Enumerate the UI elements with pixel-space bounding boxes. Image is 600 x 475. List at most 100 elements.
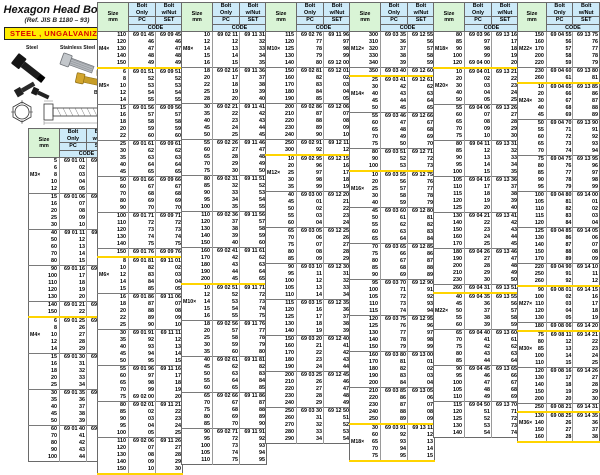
code-bolt-wnut-cell: 69 09 51 — [155, 67, 183, 76]
code-bolt-only-cell: 37 — [380, 46, 408, 53]
code-bolt-only-cell: 69 — [545, 112, 573, 120]
table-row: 125 20 40 — [434, 205, 519, 213]
size-cell: 70 — [98, 387, 129, 394]
size-cell: 10 — [349, 170, 381, 179]
size-cell: 105 — [433, 176, 465, 184]
table-row: 60 27 47 — [182, 147, 267, 154]
code-bolt-wnut-cell: 25 — [491, 97, 519, 105]
code-bolt-only-cell: 13 — [212, 46, 240, 53]
size-value: 10 — [288, 156, 294, 162]
size-cell: 35 — [29, 397, 60, 404]
code-bolt-only-cell: 36 — [380, 39, 408, 46]
code-bolt-only-cell: 07 — [464, 112, 492, 119]
size-value: 100 — [453, 169, 462, 175]
code-bolt-wnut-cell: 04 — [155, 279, 183, 286]
size-cell: 240 — [350, 409, 381, 416]
size-cell: 90 — [434, 155, 465, 162]
size-value: 14 — [204, 299, 210, 305]
size-cell: 105 — [434, 387, 465, 394]
size-cell: 125 — [266, 314, 297, 321]
stainless-label: Stainless Steel — [60, 45, 96, 51]
table-row: 130 77 97 — [350, 330, 435, 337]
size-value: 80 — [537, 339, 544, 345]
code-bolt-only-cell: 69 03 65 — [380, 243, 408, 251]
code-bolt-only-cell: 49 — [380, 134, 408, 141]
table-row: 50 69 04 70 69 13 90 — [517, 119, 600, 127]
size-value: 140 — [117, 241, 126, 247]
code-bolt-only-cell: 69 01 76 — [128, 248, 156, 257]
size-series-label: M36× — [519, 420, 533, 426]
table-row: 110 69 02 36 69 11 56 — [181, 211, 267, 219]
code-bolt-wnut-cell: 88 — [239, 407, 267, 414]
table-row: 150 69 04 55 69 13 75 — [518, 31, 600, 39]
table-row: 40 04 24 — [434, 90, 519, 97]
table-row: 110 14 34 — [266, 292, 351, 300]
size-value: 130 — [201, 226, 210, 232]
size-cell: 115 — [518, 213, 547, 220]
code-bolt-wnut-cell: 69 11 61 — [239, 247, 267, 255]
size-value: 150 — [534, 249, 544, 255]
size-cell: 180 — [433, 248, 465, 256]
col-header-size: Size mm — [28, 128, 60, 158]
table-row: 80 69 02 31 69 11 51 — [181, 175, 267, 183]
code-bolt-wnut-cell: 64 — [491, 358, 519, 366]
code-bolt-wnut-cell: 47 — [491, 256, 519, 263]
code-bolt-only-cell: 10 — [464, 133, 492, 141]
size-value: 25 — [372, 186, 378, 192]
size-cell: 160 — [434, 234, 465, 241]
code-bolt-only-cell: 91 — [545, 271, 573, 278]
size-cell: 150 — [518, 427, 547, 434]
size-value: 40 — [537, 105, 544, 111]
size-cell: 95 — [434, 162, 465, 169]
size-value: 100 — [201, 204, 210, 210]
code-bolt-wnut-cell: 88 — [407, 265, 435, 272]
code-bolt-only-cell: 69 02 00 — [128, 394, 156, 402]
code-bolt-wnut-cell: 40 — [239, 96, 267, 104]
code-bolt-only-cell: 63 — [128, 155, 156, 162]
code-bolt-only-cell: 03 — [464, 83, 492, 90]
size-value: 110 — [117, 220, 126, 226]
size-value: 130 — [285, 321, 294, 327]
code-bolt-only-cell: 68 — [212, 407, 240, 414]
code-bolt-wnut-cell: 24 — [155, 423, 183, 430]
table-row: 12 52 72 — [182, 292, 267, 299]
size-cell: 100 — [29, 273, 60, 280]
code-bolt-wnut-cell: 09 — [155, 315, 183, 322]
size-cell: 12 — [98, 90, 129, 97]
code-bolt-wnut-cell: 48 — [239, 154, 267, 161]
size-value: 140 — [534, 242, 544, 248]
code-bolt-only-cell: 01 — [296, 199, 324, 206]
code-bolt-wnut-cell: 74 — [239, 306, 267, 313]
code-bolt-only-cell: 87 — [380, 402, 408, 409]
size-cell: 40 — [433, 292, 465, 301]
size-value: 45 — [537, 112, 544, 118]
table-row: 15 69 01 56 69 09 56 — [97, 104, 183, 112]
code-bolt-wnut-cell: 52 — [155, 76, 183, 83]
size-cell: 55 — [350, 222, 381, 229]
size-value: 90 — [120, 205, 126, 211]
table-row: 100 99 19 — [434, 53, 519, 60]
table-row: 140 87 07 — [518, 242, 600, 249]
code-bolt-only-cell: 59 — [545, 60, 573, 68]
size-value: 35 — [204, 349, 210, 355]
table-row: 160 21 41 — [266, 343, 351, 350]
size-cell: 40 — [28, 229, 60, 237]
size-value: 25 — [120, 322, 126, 328]
code-bolt-only-cell: 69 02 41 — [212, 247, 240, 255]
code-bolt-wnut-cell: 53 — [323, 429, 351, 436]
code-bolt-wnut-cell: 20 — [155, 394, 183, 402]
size-value: 230 — [369, 402, 378, 408]
size-cell: 120 — [349, 315, 381, 323]
code-bolt-only-cell: 26 — [296, 379, 324, 386]
size-value: 240 — [285, 132, 294, 138]
code-bolt-only-cell: 69 — [128, 198, 156, 205]
table-row: 290 34 54 — [266, 436, 351, 444]
size-value: 35 — [120, 337, 126, 343]
size-value: 35 — [288, 184, 294, 190]
code-bolt-only-cell: 97 — [296, 170, 324, 177]
table-row: 70 29 49 — [182, 161, 267, 168]
code-bolt-only-cell: 69 02 61 — [212, 356, 240, 364]
table-row: 8 52 52 — [98, 76, 183, 83]
code-bolt-only-cell: 44 — [212, 269, 240, 276]
col-header-size: Size mm — [433, 2, 465, 32]
